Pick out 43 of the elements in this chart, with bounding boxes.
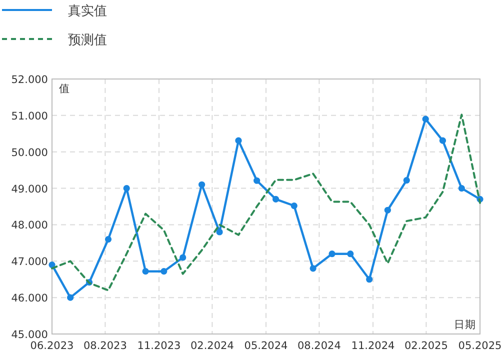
x-axis-title: 日期 bbox=[454, 319, 476, 331]
y-tick-label: 45.000 bbox=[11, 329, 48, 341]
point bbox=[422, 116, 429, 122]
point bbox=[254, 177, 260, 184]
y-axis-title: 值 bbox=[59, 83, 70, 95]
x-tick-label: 02.2024 bbox=[190, 340, 234, 352]
point bbox=[310, 265, 316, 272]
y-tick-label: 49.000 bbox=[11, 183, 48, 196]
point bbox=[458, 184, 465, 192]
point bbox=[160, 268, 168, 275]
y-tick-label: 46.000 bbox=[11, 292, 48, 305]
point bbox=[142, 268, 149, 275]
x-tick-label: 02.2025 bbox=[404, 340, 448, 352]
point bbox=[180, 254, 186, 261]
point bbox=[290, 202, 298, 210]
point bbox=[328, 250, 336, 258]
point bbox=[48, 261, 56, 268]
point bbox=[347, 250, 354, 258]
point bbox=[403, 176, 410, 184]
y-tick-label: 47.000 bbox=[11, 256, 48, 268]
x-tick-label: 11.2024 bbox=[351, 340, 396, 352]
y-tick-label: 51.000 bbox=[11, 110, 48, 122]
x-tick-label: 05.2025 bbox=[458, 340, 502, 352]
x-tick-label: 05.2024 bbox=[244, 340, 288, 352]
point bbox=[104, 236, 112, 243]
legend-label: 真实值 bbox=[68, 4, 107, 19]
x-tick-label: 06.2023 bbox=[30, 340, 74, 352]
point bbox=[366, 276, 373, 283]
x-tick-label: 08.2023 bbox=[83, 340, 127, 352]
point bbox=[384, 206, 391, 214]
x-tick-label: 11.2023 bbox=[137, 340, 181, 352]
point bbox=[67, 294, 74, 301]
point bbox=[272, 196, 280, 203]
point bbox=[198, 181, 206, 188]
point bbox=[123, 184, 130, 192]
y-tick-label: 50.000 bbox=[11, 146, 48, 159]
x-tick-label: 08.2024 bbox=[297, 340, 342, 352]
y-tick-label: 52.000 bbox=[11, 74, 48, 86]
point bbox=[235, 137, 242, 144]
y-tick-label: 48.000 bbox=[11, 220, 48, 232]
legend-label: 预测值 bbox=[68, 33, 107, 48]
point bbox=[216, 228, 223, 236]
point bbox=[439, 137, 446, 144]
